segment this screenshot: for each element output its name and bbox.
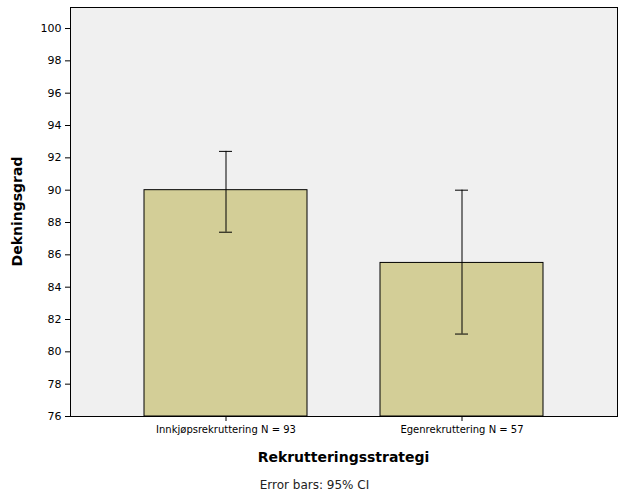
svg-text:100: 100	[41, 22, 62, 35]
svg-text:94: 94	[48, 119, 62, 132]
html-text:Error bars: 95% CI: Error bars: 95% CI	[259, 478, 370, 492]
svg-text:98: 98	[48, 54, 62, 67]
svg-text:Rekrutteringsstrategi: Rekrutteringsstrategi	[258, 449, 430, 465]
svg-text:82: 82	[48, 313, 62, 326]
svg-text:90: 90	[48, 184, 62, 197]
svg-text:80: 80	[48, 345, 62, 358]
svg-text:96: 96	[48, 87, 62, 100]
svg-text:84: 84	[48, 281, 62, 294]
svg-text:Egenrekruttering N = 57: Egenrekruttering N = 57	[400, 424, 523, 435]
svg-text:86: 86	[48, 248, 62, 261]
svg-text:88: 88	[48, 216, 62, 229]
svg-text:92: 92	[48, 151, 62, 164]
svg-text:78: 78	[48, 378, 62, 391]
svg-text:Dekningsgrad: Dekningsgrad	[9, 157, 25, 267]
svg-text:Innkjøpsrekruttering N = 93: Innkjøpsrekruttering N = 93	[156, 424, 296, 435]
svg-text:76: 76	[48, 410, 62, 423]
